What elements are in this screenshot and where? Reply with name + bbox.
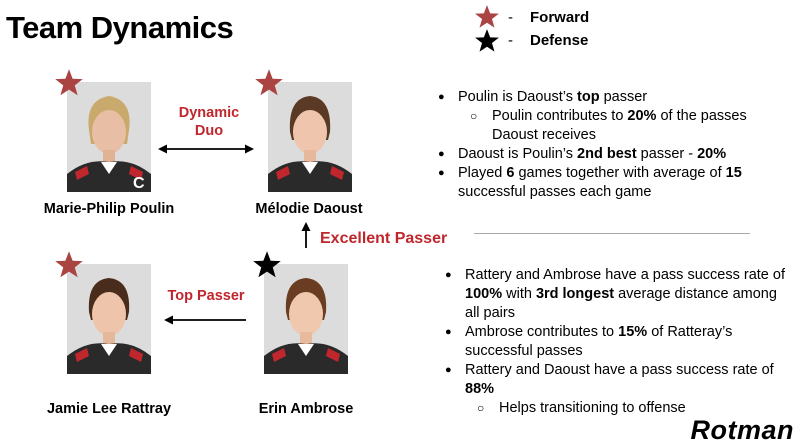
dynamic-duo-line1: Dynamic <box>178 105 240 121</box>
svg-text:C: C <box>133 175 145 192</box>
player-photo-ambrose <box>264 264 348 374</box>
player-name-rattray: Jamie Lee Rattray <box>46 401 172 417</box>
excellent-passer-label: Excellent Passer <box>320 230 448 247</box>
legend-dash: - <box>508 32 513 49</box>
note-bottom-3-sub: Helps transitioning to offense <box>443 399 788 418</box>
player-name-daoust: Mélodie Daoust <box>255 201 363 217</box>
player-photo-rattray <box>67 264 151 374</box>
dynamic-duo-line2: Duo <box>194 123 224 139</box>
double-arrow-icon <box>158 144 254 154</box>
defense-star-icon <box>253 251 281 278</box>
up-arrow-icon <box>301 222 311 248</box>
forward-star-icon <box>255 69 283 96</box>
forward-star-icon <box>55 251 83 278</box>
dynamic-duo-label: Dynamic Duo <box>162 104 256 140</box>
player-photo-poulin: C <box>67 82 151 192</box>
legend-label-defense: Defense <box>530 32 589 49</box>
note-bottom-3: Rattery and Daoust have a pass success r… <box>443 361 788 399</box>
note-bottom-2: Ambrose contributes to 15% of Ratteray’s… <box>443 323 788 361</box>
page-title: Team Dynamics <box>6 10 234 45</box>
rotman-logo: Rotman <box>690 415 794 445</box>
legend-dash: - <box>508 9 513 26</box>
legend-label-forward: Forward <box>530 9 590 26</box>
legend: - Forward - Defense <box>474 4 634 54</box>
player-photo-daoust <box>268 82 352 192</box>
note-top-3: Played 6 games together with average of … <box>436 164 786 202</box>
player-name-poulin: Marie-Philip Poulin <box>43 201 175 217</box>
notes-top: Poulin is Daoust’s top passer Poulin con… <box>436 88 786 202</box>
forward-star-icon <box>475 5 499 28</box>
left-arrow-icon <box>164 315 246 325</box>
separator-line <box>474 233 750 234</box>
note-top-2: Daoust is Poulin’s 2nd best passer - 20% <box>436 145 786 164</box>
defense-star-icon <box>475 29 499 52</box>
note-bottom-1: Rattery and Ambrose have a pass success … <box>443 266 788 323</box>
top-passer-label: Top Passer <box>167 288 245 304</box>
forward-star-icon <box>55 69 83 96</box>
note-top-1-sub: Poulin contributes to 20% of the passes … <box>436 107 786 145</box>
note-top-1: Poulin is Daoust’s top passer <box>436 88 786 107</box>
notes-bottom: Rattery and Ambrose have a pass success … <box>443 266 788 418</box>
player-name-ambrose: Erin Ambrose <box>258 401 354 417</box>
